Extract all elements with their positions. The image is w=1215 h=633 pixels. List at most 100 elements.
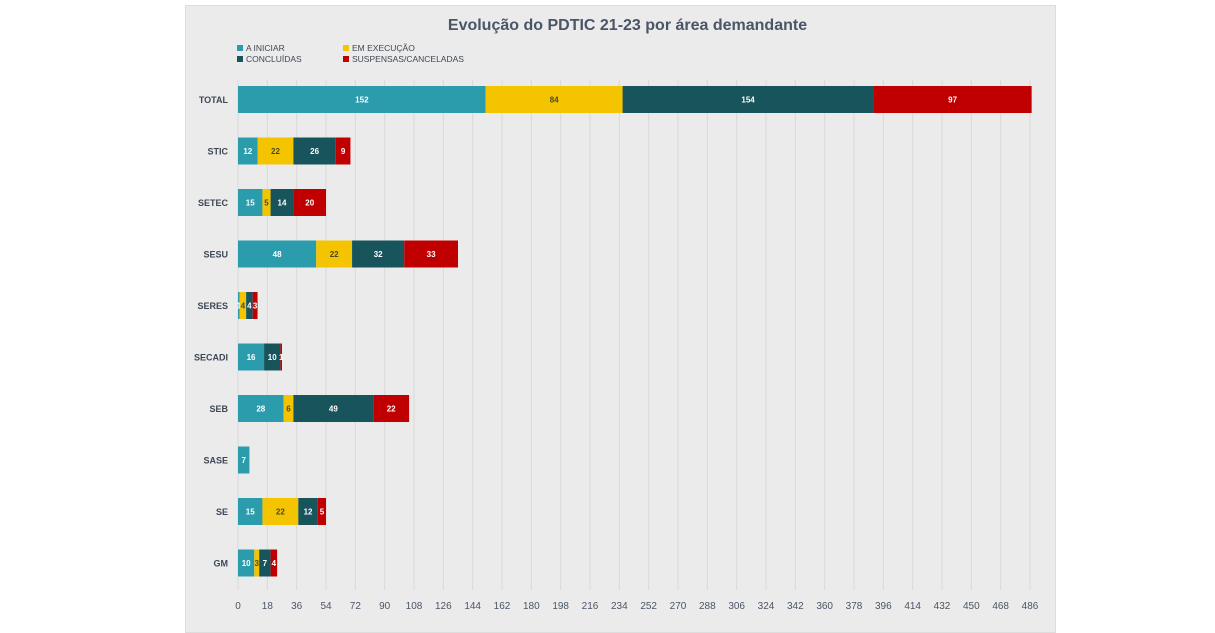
data-label: 26	[310, 147, 319, 156]
data-label: 12	[243, 147, 252, 156]
bar-segment	[270, 549, 278, 577]
bar-segment	[335, 137, 351, 165]
data-label: 48	[273, 250, 282, 259]
x-tick-label: 54	[320, 601, 332, 612]
bar-segment	[293, 395, 374, 422]
bar-segment	[238, 189, 263, 216]
bar-segment	[316, 240, 353, 268]
data-label: 1	[279, 353, 284, 362]
bar-segment	[252, 292, 258, 319]
data-label: 16	[247, 353, 256, 362]
category-label: SERES	[197, 301, 228, 311]
x-tick-label: 414	[904, 601, 921, 612]
legend-label: A INICIAR	[246, 43, 285, 53]
data-label: 14	[278, 199, 287, 208]
x-tick-label: 324	[758, 601, 775, 612]
legend-swatch	[237, 56, 243, 62]
data-label: 4	[241, 302, 246, 311]
data-label: 3	[255, 559, 260, 568]
x-tick-label: 234	[611, 601, 628, 612]
x-tick-label: 216	[582, 601, 599, 612]
data-label: 97	[948, 96, 957, 105]
bar-segment	[246, 292, 253, 319]
x-tick-label: 0	[235, 601, 241, 612]
bar-segment	[257, 137, 294, 165]
legend-label: EM EXECUÇÃO	[352, 43, 415, 53]
x-tick-label: 198	[552, 601, 569, 612]
data-label: 15	[246, 508, 255, 517]
data-label: 10	[242, 559, 251, 568]
bar-segment	[264, 343, 281, 371]
bar-segment	[238, 343, 265, 371]
category-label: SESU	[203, 250, 228, 260]
x-tick-label: 360	[816, 601, 833, 612]
bar-segment	[238, 498, 263, 525]
x-tick-label: 396	[875, 601, 892, 612]
bar-segment	[239, 292, 247, 319]
bar-segment	[259, 549, 271, 577]
data-label: 12	[304, 508, 313, 517]
x-tick-label: 126	[435, 601, 452, 612]
x-tick-label: 36	[291, 601, 303, 612]
x-tick-label: 72	[350, 601, 362, 612]
category-label: STIC	[207, 147, 228, 157]
data-label: 33	[427, 250, 436, 259]
data-label: 5	[264, 199, 269, 208]
data-label: 6	[286, 405, 291, 414]
bar-segment	[280, 343, 282, 371]
bar-segment	[404, 240, 458, 268]
bar-segment	[270, 189, 294, 216]
x-tick-label: 342	[787, 601, 804, 612]
bar-segment	[238, 240, 317, 268]
bar-segment	[352, 240, 405, 268]
category-label: SEB	[209, 404, 228, 414]
x-tick-label: 90	[379, 601, 391, 612]
bar-segment	[293, 137, 336, 165]
legend-swatch	[343, 45, 349, 51]
data-label: 22	[330, 250, 339, 259]
data-label: 4	[272, 559, 277, 568]
data-label: 22	[387, 405, 396, 414]
bar-segment	[262, 189, 271, 216]
x-tick-label: 180	[523, 601, 540, 612]
x-tick-label: 288	[699, 601, 716, 612]
data-label: 20	[305, 199, 314, 208]
data-label: 32	[374, 250, 383, 259]
bar-segment	[238, 137, 258, 165]
legend-label: SUSPENSAS/CANCELADAS	[352, 54, 464, 64]
data-label: 22	[271, 147, 280, 156]
data-label: 5	[320, 508, 325, 517]
data-label: 84	[550, 96, 559, 105]
data-label: 154	[741, 96, 755, 105]
x-tick-label: 162	[494, 601, 511, 612]
data-label: 22	[276, 508, 285, 517]
bar-segment	[254, 549, 260, 577]
bar-segment	[238, 292, 240, 319]
bar-segment	[238, 446, 250, 474]
legend-item-concluidas: CONCLUÍDAS	[237, 54, 302, 64]
x-tick-label: 18	[262, 601, 274, 612]
bar-segment	[283, 395, 294, 422]
legend-item-a-iniciar: A INICIAR	[237, 43, 285, 53]
legend-swatch	[237, 45, 243, 51]
data-label: 152	[355, 96, 369, 105]
legend-swatch	[343, 56, 349, 62]
data-label: 4	[247, 302, 252, 311]
bar-segment	[238, 549, 255, 577]
bar-segment	[298, 498, 318, 525]
x-tick-label: 450	[963, 601, 980, 612]
data-label: 3	[253, 302, 258, 311]
data-label: 10	[268, 353, 277, 362]
bar-segment	[238, 395, 284, 422]
category-label: GM	[214, 559, 229, 569]
bar-segment	[622, 86, 874, 113]
data-label: 28	[256, 405, 265, 414]
category-label: SASE	[203, 456, 228, 466]
data-label: 7	[263, 559, 268, 568]
data-label: 15	[246, 199, 255, 208]
legend-item-em-execucao: EM EXECUÇÃO	[343, 43, 415, 53]
category-label: SECADI	[194, 353, 228, 363]
bar-segment	[238, 86, 486, 113]
x-tick-label: 378	[846, 601, 863, 612]
